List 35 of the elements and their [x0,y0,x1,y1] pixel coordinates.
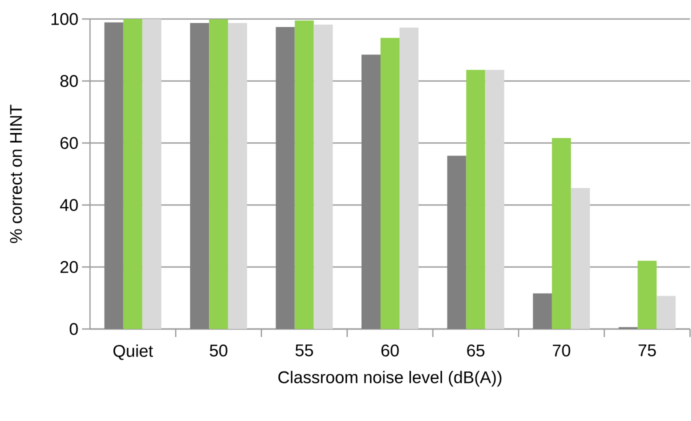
x-tick-label: 55 [296,344,313,356]
bar [400,28,419,330]
x-tick-label: 50 [210,344,228,357]
bar [190,23,210,330]
y-tick-label: 100 [52,13,78,25]
bar [570,188,590,330]
x-tick-label: 60 [381,344,399,357]
y-tick-label: 80 [60,75,78,87]
x-axis-title: Classroom noise level (dB(A)) [278,370,502,387]
bar [314,24,333,330]
bar [638,260,657,330]
y-tick-label: 60 [60,137,78,149]
bar [532,293,552,330]
bar [228,23,248,330]
bar [276,27,295,330]
y-tick-label: 40 [60,199,78,212]
bar [447,156,466,330]
y-axis-title: % correct on HINT [10,104,22,244]
bar [552,138,571,330]
bar [294,20,314,330]
y-tick-label: 20 [60,261,78,274]
x-tick-label: Quiet [113,344,153,360]
bar [104,22,124,330]
bar [380,38,400,330]
x-tick-label: 65 [467,344,484,357]
bar [485,70,504,330]
bar [656,296,676,330]
bar [466,70,486,330]
bar [362,54,381,330]
x-tick-label: 70 [552,344,570,357]
y-tick-label: 0 [70,323,78,336]
bar [142,19,162,330]
bar [123,19,142,330]
bar [209,19,228,330]
x-tick-label: 75 [638,344,656,356]
